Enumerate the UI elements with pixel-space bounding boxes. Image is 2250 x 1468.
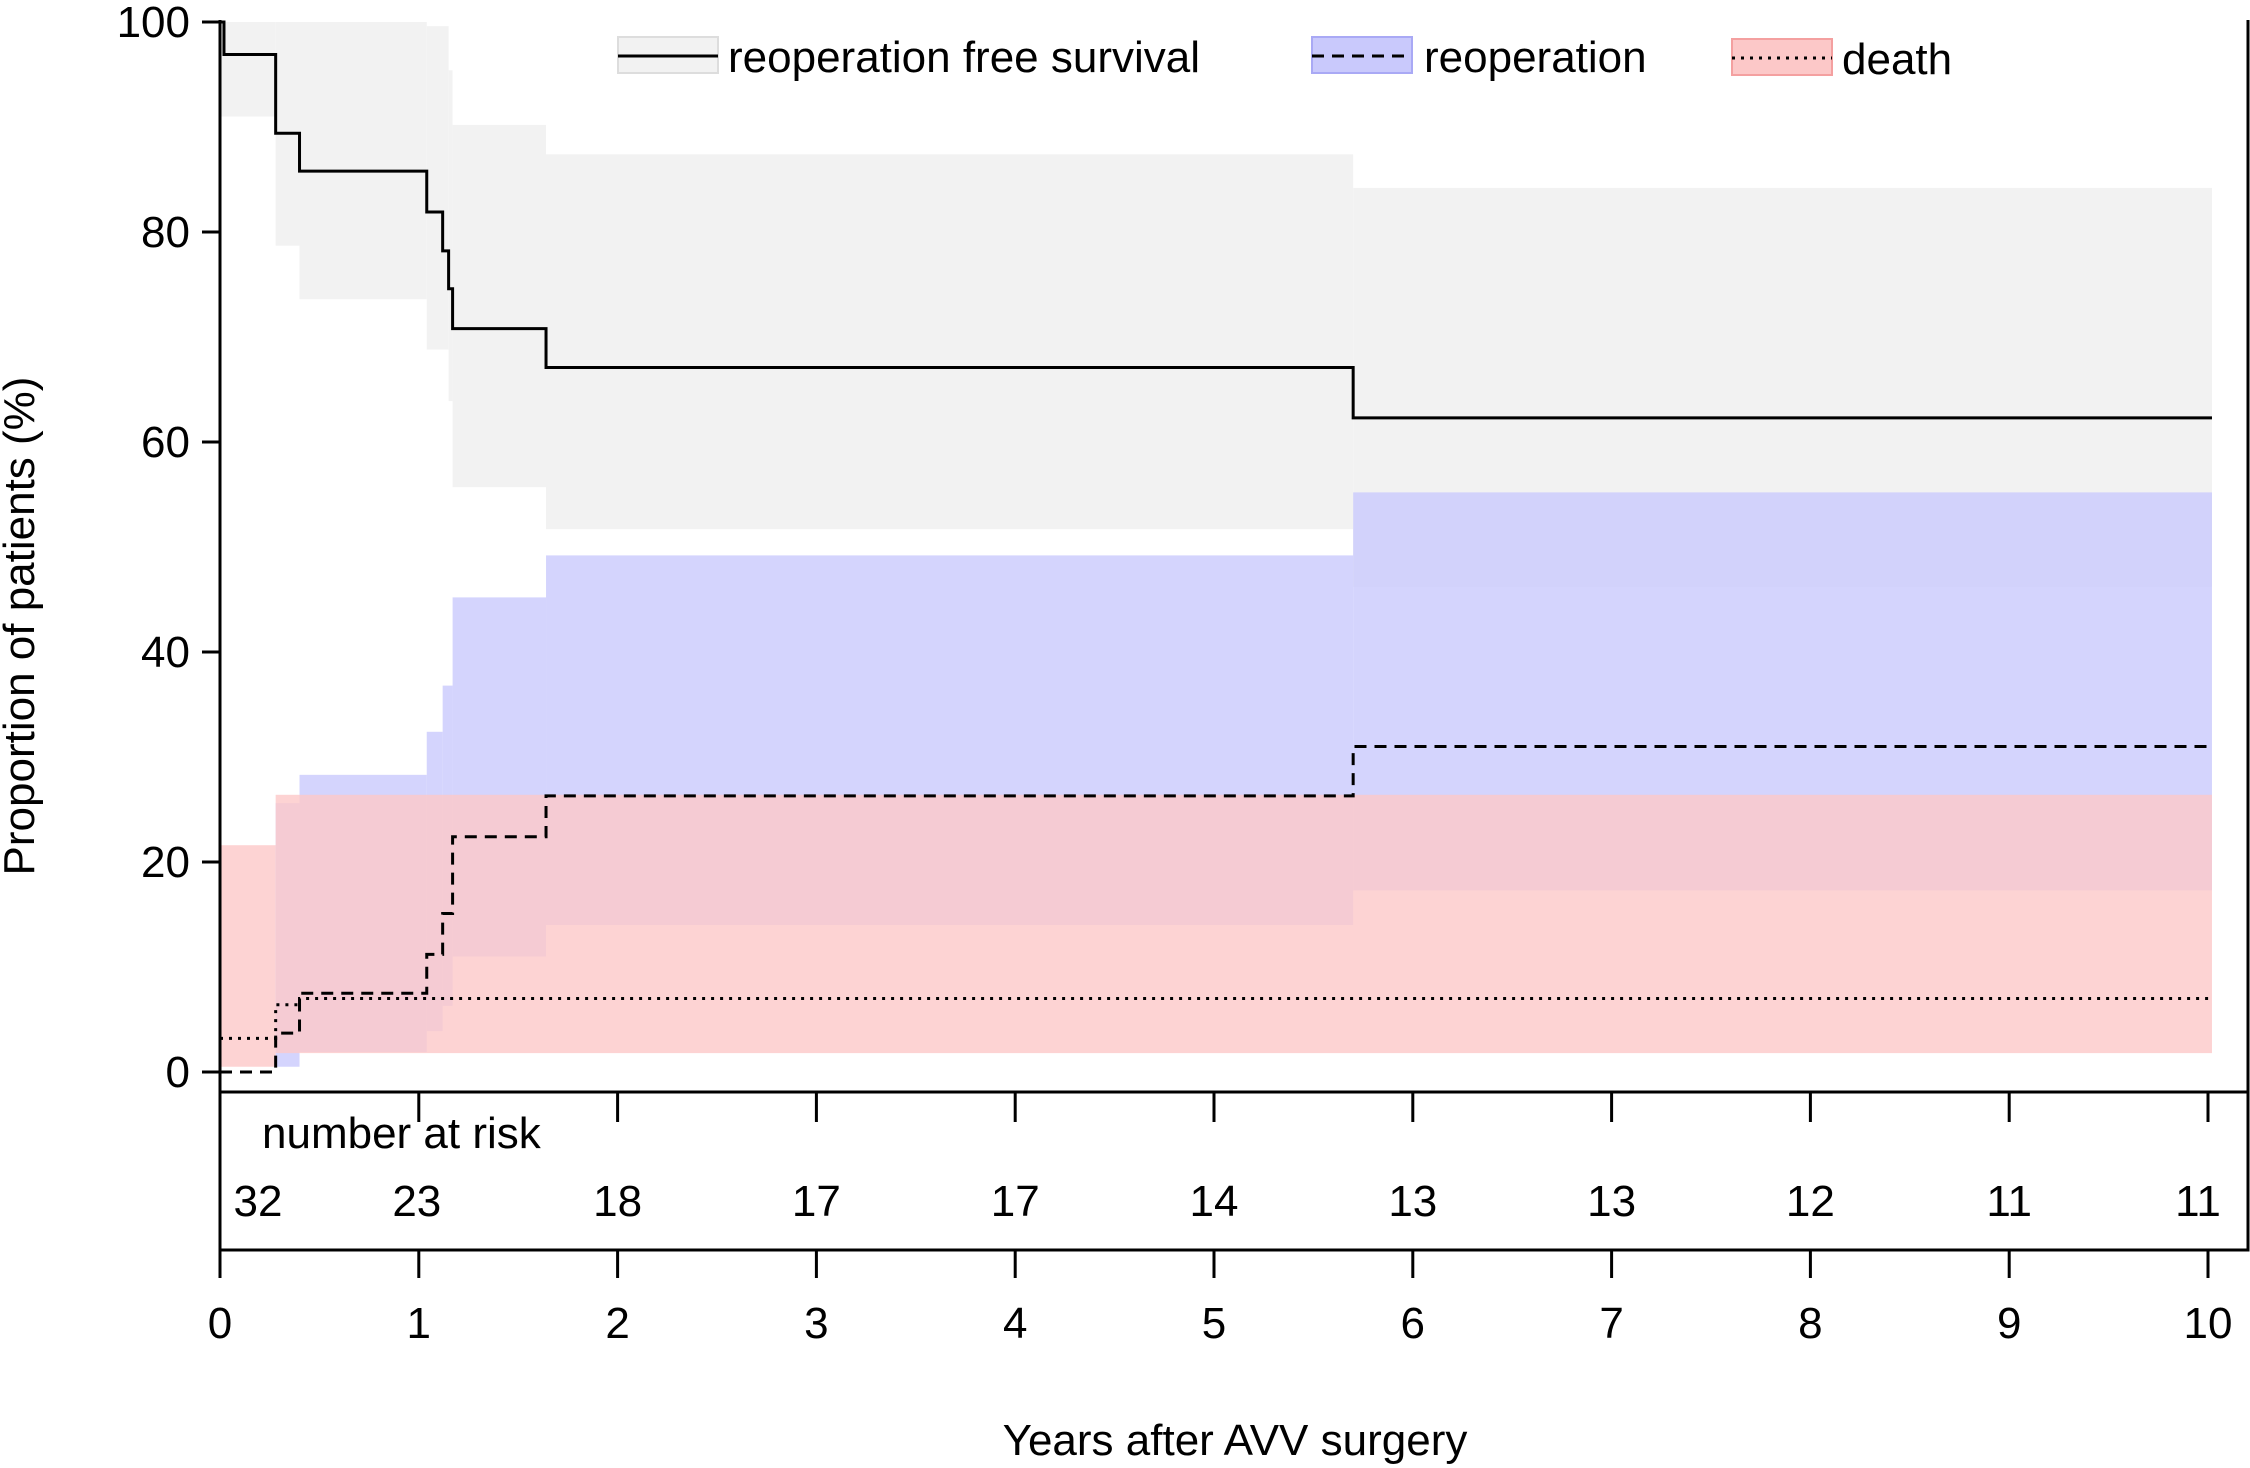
legend-item-reoperation-free-survival: reoperation free survival [617,33,1200,82]
survival-curves [220,20,2212,1074]
x-tick-label: 5 [1202,1299,1226,1348]
y-tick-label: 60 [141,418,190,467]
x-tick-label: 2 [605,1299,629,1348]
risk-count: 23 [392,1177,441,1226]
x-tick-label: 8 [1798,1299,1822,1348]
x-tick-label: 0 [208,1299,232,1348]
x-tick-label: 3 [804,1299,828,1348]
legend-item-death: death [1731,35,1952,84]
y-tick-label: 40 [141,628,190,677]
risk-table: number at risk 32 23 18 17 17 14 13 13 12 11 11 [234,1109,2221,1226]
risk-count: 13 [1388,1177,1437,1226]
x-axis-title: Years after AVV surgery [1003,1416,1468,1465]
risk-count: 17 [991,1177,1040,1226]
x-tick-label: 4 [1003,1299,1027,1348]
legend-label: reoperation free survival [728,33,1200,82]
risk-count: 18 [593,1177,642,1226]
risk-count: 12 [1786,1177,1835,1226]
risk-count: 13 [1587,1177,1636,1226]
band-segment [546,154,1354,530]
y-tick-label: 80 [141,208,190,257]
legend-label: death [1842,35,1952,84]
band-segment [275,794,2212,1054]
band-death [220,794,2212,1067]
legend-swatch [1731,38,1833,76]
risk-count: 32 [234,1177,283,1226]
risk-table-title: number at risk [262,1109,542,1158]
legend-item-reoperation: reoperation [1311,33,1647,82]
risk-count: 11 [1986,1177,2032,1226]
risk-count: 17 [792,1177,841,1226]
x-tick-label: 1 [407,1299,431,1348]
y-tick-label: 100 [117,0,190,47]
risk-count: 11 [2175,1177,2221,1226]
curve-death [220,997,2212,1040]
band-segment [448,70,453,402]
y-axis-title: Proportion of patients (%) [0,377,44,876]
x-tick-label: 10 [2184,1299,2233,1348]
band-segment [220,22,276,117]
risk-table-frame [218,1090,2250,1252]
confidence-bands [220,22,2212,1067]
risk-count: 14 [1190,1177,1239,1226]
band-segment [426,26,449,350]
plot-frames [218,20,2250,1252]
legend: reoperation free survival reoperation deat… [617,33,1952,84]
legend-label: reoperation [1424,33,1647,82]
band-segment [452,124,547,488]
x-tick-label: 7 [1599,1299,1623,1348]
x-tick-label: 9 [1997,1299,2021,1348]
y-tick-label: 20 [141,838,190,887]
curve-reoperation [220,745,2212,1074]
y-tick-label: 0 [166,1048,190,1097]
x-tick-label: 6 [1401,1299,1425,1348]
band-segment [220,845,276,1067]
curve-reoperation-free-survival [220,20,2212,420]
band-segment [299,22,427,300]
